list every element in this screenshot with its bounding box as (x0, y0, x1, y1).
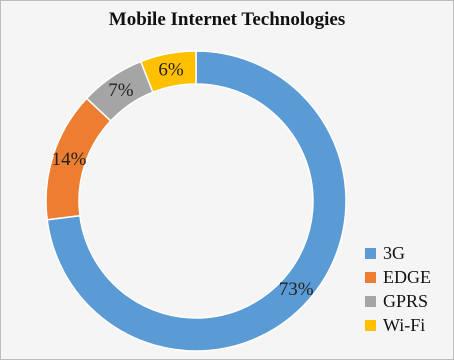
data-label-edge: 14% (52, 149, 87, 170)
donut-slice-3g (46, 50, 347, 352)
donut-slice-wi-fi (139, 50, 197, 94)
chart-title: Mobile Internet Technologies (108, 9, 346, 30)
data-label-3g: 73% (279, 279, 314, 300)
data-label-gprs: 7% (108, 80, 134, 101)
legend-swatch-gprs (365, 295, 376, 307)
legend-swatch-3g (365, 247, 376, 259)
legend-label-wi-fi: Wi-Fi (383, 314, 426, 335)
legend-swatch-edge (365, 271, 376, 283)
legend-item-3g: 3G (365, 241, 431, 265)
data-label-wi-fi: 6% (158, 59, 184, 80)
legend-swatch-wi-fi (365, 319, 376, 331)
legend: 3G EDGE GPRS Wi-Fi (365, 241, 431, 337)
legend-label-gprs: GPRS (383, 290, 429, 311)
legend-label-3g: 3G (383, 242, 405, 263)
legend-item-edge: EDGE (365, 265, 431, 289)
legend-label-edge: EDGE (383, 266, 431, 287)
legend-item-wi-fi: Wi-Fi (365, 313, 431, 337)
legend-item-gprs: GPRS (365, 289, 431, 313)
